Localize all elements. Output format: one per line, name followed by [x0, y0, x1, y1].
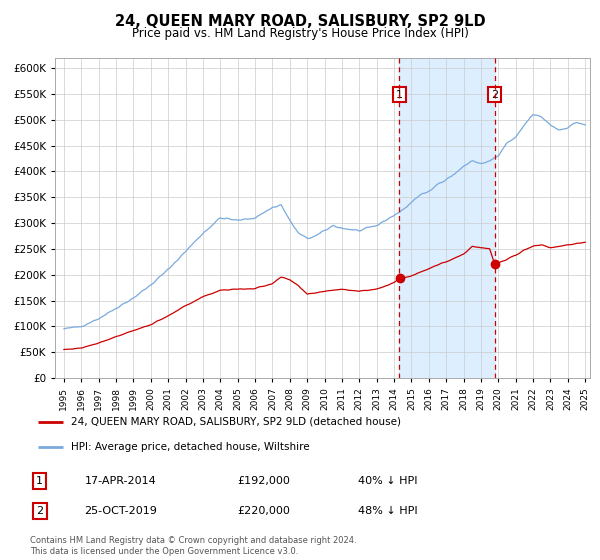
Text: 17-APR-2014: 17-APR-2014 — [85, 476, 157, 486]
Text: 24, QUEEN MARY ROAD, SALISBURY, SP2 9LD: 24, QUEEN MARY ROAD, SALISBURY, SP2 9LD — [115, 14, 485, 29]
Text: 40% ↓ HPI: 40% ↓ HPI — [358, 476, 417, 486]
Text: 48% ↓ HPI: 48% ↓ HPI — [358, 506, 417, 516]
Text: Price paid vs. HM Land Registry's House Price Index (HPI): Price paid vs. HM Land Registry's House … — [131, 27, 469, 40]
Text: 2: 2 — [491, 90, 499, 100]
Bar — [399, 58, 495, 378]
Text: 2: 2 — [36, 506, 43, 516]
Text: 1: 1 — [396, 90, 403, 100]
Text: £192,000: £192,000 — [238, 476, 290, 486]
Text: £220,000: £220,000 — [238, 506, 290, 516]
Text: Contains HM Land Registry data © Crown copyright and database right 2024.
This d: Contains HM Land Registry data © Crown c… — [30, 536, 356, 556]
Text: HPI: Average price, detached house, Wiltshire: HPI: Average price, detached house, Wilt… — [71, 442, 310, 452]
Text: 1: 1 — [37, 476, 43, 486]
Text: 25-OCT-2019: 25-OCT-2019 — [85, 506, 157, 516]
Text: 24, QUEEN MARY ROAD, SALISBURY, SP2 9LD (detached house): 24, QUEEN MARY ROAD, SALISBURY, SP2 9LD … — [71, 417, 401, 427]
